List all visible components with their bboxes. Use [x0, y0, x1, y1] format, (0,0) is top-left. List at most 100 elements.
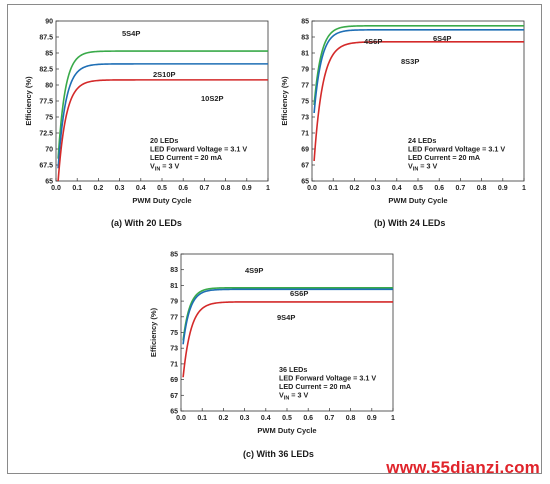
series-line-4s6p: [313, 25, 524, 106]
x-tick-label: 0.4: [261, 415, 271, 422]
x-tick-label: 0.2: [219, 415, 229, 422]
series-label-6s4p: 6S4P: [433, 34, 451, 43]
plot-area: [55, 20, 269, 182]
y-tick-label: 65: [301, 179, 309, 186]
info-line: 36 LEDs: [279, 365, 307, 374]
x-tick-label: 0.2: [94, 185, 104, 192]
series-label-5s4p: 5S4P: [122, 29, 140, 38]
caption-chart-c: (c) With 36 LEDs: [243, 449, 314, 459]
watermark-text: www.55dianzi.com: [386, 458, 540, 477]
y-tick-label: 75: [301, 99, 309, 106]
info-line: 24 LEDs: [408, 136, 436, 145]
figure-frame: [7, 4, 542, 474]
x-tick-label: 0.6: [303, 415, 313, 422]
y-tick-label: 69: [301, 147, 309, 154]
y-tick-label: 87.5: [39, 35, 53, 42]
y-tick-label: 81: [301, 51, 309, 58]
y-tick-label: 73: [170, 346, 178, 353]
series-label-4s9p: 4S9P: [245, 266, 263, 275]
x-tick-label: 1: [391, 415, 395, 422]
plot-area: [180, 253, 394, 412]
series-label-2s10p: 2S10P: [153, 70, 176, 79]
x-tick-label: 0.3: [240, 415, 250, 422]
y-tick-label: 69: [170, 377, 178, 384]
caption-chart-b: (b) With 24 LEDs: [374, 218, 446, 228]
info-line: LED Forward Voltage = 3.1 V: [408, 145, 505, 154]
x-tick-label: 0.6: [434, 185, 444, 192]
x-tick-label: 0.5: [413, 185, 423, 192]
series-label-4s6p: 4S6P: [364, 37, 382, 46]
x-tick-label: 0.8: [221, 185, 231, 192]
series-line-6s4p: [313, 29, 524, 114]
series-label-8s3p: 8S3P: [401, 57, 419, 66]
x-tick-label: 0.0: [51, 185, 61, 192]
info-line: LED Forward Voltage = 3.1 V: [150, 145, 247, 154]
y-tick-label: 80: [45, 83, 53, 90]
series-line-5s4p: [57, 50, 268, 159]
x-tick-label: 0.3: [371, 185, 381, 192]
y-tick-label: 65: [45, 179, 53, 186]
x-tick-label: 0.1: [197, 415, 207, 422]
y-tick-label: 67: [170, 393, 178, 400]
info-line: VIN = 3 V: [150, 162, 179, 173]
x-tick-label: 0.6: [178, 185, 188, 192]
x-tick-label: 0.5: [282, 415, 292, 422]
y-tick-label: 79: [301, 67, 309, 74]
x-tick-label: 1: [522, 185, 526, 192]
series-line-6s6p: [182, 288, 393, 345]
y-tick-label: 70: [45, 147, 53, 154]
x-tick-label: 0.4: [136, 185, 146, 192]
x-tick-label: 1: [266, 185, 270, 192]
y-tick-label: 81: [170, 283, 178, 290]
x-tick-label: 0.2: [350, 185, 360, 192]
series-label-6s6p: 6S6P: [290, 289, 308, 298]
y-tick-label: 83: [301, 35, 309, 42]
x-tick-label: 0.3: [115, 185, 125, 192]
series-line-9s4p: [182, 301, 393, 378]
series-label-10s2p: 10S2P: [201, 94, 224, 103]
x-tick-label: 0.8: [477, 185, 487, 192]
x-tick-label: 0.9: [367, 415, 377, 422]
x-axis-label: PWM Duty Cycle: [257, 426, 316, 435]
y-tick-label: 71: [301, 131, 309, 138]
y-tick-label: 75: [45, 115, 53, 122]
info-line: VIN = 3 V: [408, 162, 437, 173]
y-axis-label: Efficiency (%): [149, 307, 158, 357]
y-tick-label: 82.5: [39, 67, 53, 74]
y-tick-label: 75: [170, 330, 178, 337]
x-tick-label: 0.8: [346, 415, 356, 422]
y-tick-label: 85: [301, 19, 309, 26]
y-tick-label: 77.5: [39, 99, 53, 106]
y-tick-label: 90: [45, 19, 53, 26]
info-line: LED Current = 20 mA: [279, 382, 351, 391]
y-tick-label: 71: [170, 361, 178, 368]
x-axis-label: PWM Duty Cycle: [132, 196, 191, 205]
y-tick-label: 72.5: [39, 131, 53, 138]
y-tick-label: 77: [170, 314, 178, 321]
y-tick-label: 67.5: [39, 163, 53, 170]
series-line-2s10p: [57, 63, 268, 169]
x-tick-label: 0.1: [72, 185, 82, 192]
y-axis-label: Efficiency (%): [24, 76, 33, 126]
x-tick-label: 0.7: [200, 185, 210, 192]
y-tick-label: 85: [170, 252, 178, 259]
x-axis-label: PWM Duty Cycle: [388, 196, 447, 205]
x-tick-label: 0.7: [456, 185, 466, 192]
x-tick-label: 0.9: [242, 185, 252, 192]
info-line: VIN = 3 V: [279, 391, 308, 402]
y-tick-label: 83: [170, 267, 178, 274]
x-tick-label: 0.4: [392, 185, 402, 192]
x-tick-label: 0.1: [328, 185, 338, 192]
caption-chart-a: (a) With 20 LEDs: [111, 218, 182, 228]
x-tick-label: 0.9: [498, 185, 508, 192]
y-tick-label: 73: [301, 115, 309, 122]
series-label-9s4p: 9S4P: [277, 313, 295, 322]
y-tick-label: 77: [301, 83, 309, 90]
info-line: LED Current = 20 mA: [150, 153, 222, 162]
y-tick-label: 67: [301, 163, 309, 170]
y-tick-label: 65: [170, 409, 178, 416]
series-line-10s2p: [57, 79, 268, 182]
